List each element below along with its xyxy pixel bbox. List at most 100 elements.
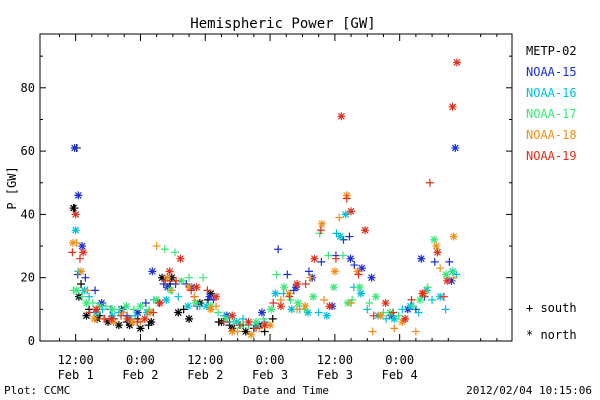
north-point: [418, 289, 427, 298]
south-point: [314, 308, 323, 317]
chart-title: Hemispheric Power [GW]: [190, 16, 375, 32]
legend-entry: NOAA-17: [526, 107, 577, 121]
north-point: [325, 302, 334, 311]
north-point: [260, 321, 269, 330]
north-point: [92, 305, 101, 314]
south-point: [252, 324, 261, 333]
marker-legend-south: + south: [526, 301, 577, 315]
north-point: [128, 318, 137, 327]
north-point: [206, 289, 215, 298]
north-point: [452, 58, 461, 67]
south-point: [306, 273, 315, 282]
north-point: [357, 264, 366, 273]
north-point: [147, 318, 156, 327]
x-tick-date-label: Feb 4: [382, 368, 418, 382]
legend-entry: METP-02: [526, 44, 577, 58]
south-point: [68, 248, 77, 257]
x-tick-date-label: Feb 2: [187, 368, 223, 382]
north-point: [346, 254, 355, 263]
north-point: [301, 302, 310, 311]
north-point: [176, 254, 185, 263]
south-point: [342, 194, 351, 203]
north-point: [448, 102, 457, 111]
south-point: [320, 295, 329, 304]
footer-plot-credit: Plot: CCMC: [4, 384, 70, 397]
north-point: [114, 321, 123, 330]
south-point: [445, 257, 454, 266]
north-point: [356, 289, 365, 298]
south-point: [394, 311, 403, 320]
north-point: [294, 299, 303, 308]
north-point: [95, 302, 104, 311]
legend-entry: NOAA-16: [526, 86, 577, 100]
south-point: [171, 248, 180, 257]
south-point: [85, 292, 94, 301]
north-point: [163, 273, 172, 282]
marker-legend: + south * north: [526, 301, 577, 342]
legend-entry: NOAA-15: [526, 65, 577, 79]
x-tick-date-label: Feb 1: [58, 368, 94, 382]
south-point: [369, 311, 378, 320]
south-point: [293, 305, 302, 314]
north-point: [390, 314, 399, 323]
south-point: [425, 178, 434, 187]
north-point: [257, 308, 266, 317]
north-point: [174, 308, 183, 317]
south-point: [414, 308, 423, 317]
north-point: [77, 267, 86, 276]
x-tick-time-label: 0:00: [385, 353, 414, 367]
south-point: [269, 299, 278, 308]
north-point: [330, 267, 339, 276]
north-point: [167, 273, 176, 282]
north-point: [192, 283, 201, 292]
y-tick-label: 80: [21, 81, 35, 95]
north-point: [266, 321, 275, 330]
north-point: [341, 210, 350, 219]
north-point: [271, 289, 280, 298]
south-point: [304, 267, 313, 276]
south-point: [324, 251, 333, 260]
north-point: [185, 283, 194, 292]
north-point: [337, 112, 346, 121]
north-point: [108, 305, 117, 314]
north-point: [329, 283, 338, 292]
south-point: [83, 286, 92, 295]
south-point: [160, 245, 169, 254]
north-point: [158, 273, 167, 282]
north-point: [432, 242, 441, 251]
north-point: [177, 276, 186, 285]
north-point: [212, 292, 221, 301]
north-point: [133, 308, 142, 317]
south-point: [219, 318, 228, 327]
south-point: [174, 292, 183, 301]
north-point: [104, 318, 113, 327]
south-point: [338, 251, 347, 260]
south-point: [448, 267, 457, 276]
north-point: [451, 143, 460, 152]
south-point: [354, 270, 363, 279]
x-axis-label: Date and Time: [243, 384, 329, 397]
data-points: [68, 58, 461, 339]
south-point: [436, 264, 445, 273]
north-point: [287, 305, 296, 314]
south-point: [301, 280, 310, 289]
marker-legend-north: * north: [526, 328, 577, 342]
north-point: [221, 314, 230, 323]
footer-timestamp: 2012/02/04 10:15:06: [466, 384, 592, 397]
north-point: [291, 283, 300, 292]
north-point: [122, 302, 131, 311]
north-point: [309, 292, 318, 301]
north-point: [136, 324, 145, 333]
south-point: [423, 283, 432, 292]
south-point: [283, 270, 292, 279]
north-point: [70, 143, 79, 152]
north-point: [252, 318, 261, 327]
north-point: [107, 314, 116, 323]
south-point: [161, 276, 170, 285]
north-point: [317, 219, 326, 228]
south-point: [345, 232, 354, 241]
north-point: [152, 295, 161, 304]
north-point: [367, 273, 376, 282]
south-point: [259, 314, 268, 323]
